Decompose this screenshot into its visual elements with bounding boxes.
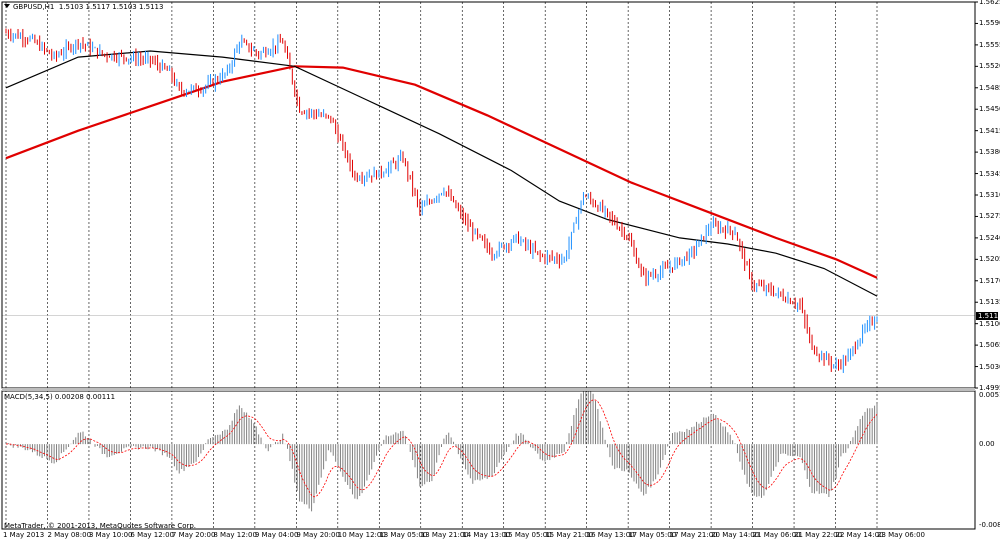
price-tick-label: 1.5380 <box>979 148 1000 157</box>
price-tick-label: 1.5030 <box>979 362 1000 371</box>
ma-slow-path <box>5 65 878 279</box>
time-tick-label: 23 May 06:00 <box>877 531 926 539</box>
price-tick-label: 1.5625 <box>979 0 1000 6</box>
time-tick-label: 17 May 21:00 <box>669 531 718 539</box>
macd-tick-label: 0.00517 <box>979 391 1000 399</box>
chart-grid <box>2 2 975 529</box>
time-tick-label: 13 May 21:00 <box>420 531 469 539</box>
price-tick-label: 1.5415 <box>979 126 1000 135</box>
macd-label: MACD(5,34,5) 0.00208 0.00111 <box>4 393 116 401</box>
price-tick-label: 1.5345 <box>979 169 1000 178</box>
ma-fast-path <box>5 50 878 297</box>
price-tick-label: 1.4995 <box>979 384 1000 392</box>
price-tick-label: 1.5135 <box>979 298 1000 307</box>
time-tick-label: 6 May 12:00 <box>130 531 174 539</box>
time-tick-label: 2 May 08:00 <box>47 531 92 539</box>
price-tick-label: 1.5520 <box>979 62 1000 71</box>
time-tick-label: 21 May 06:00 <box>752 531 801 539</box>
time-tick-label: 15 May 21:00 <box>545 531 594 539</box>
macd-tick-label: 0.00 <box>979 440 995 449</box>
ma-fast-line <box>5 50 878 297</box>
time-tick-label: 3 May 10:00 <box>88 531 133 539</box>
price-tick-label: 1.5555 <box>979 40 1000 49</box>
copyright-label: MetaTrader, © 2001-2013, MetaQuotes Soft… <box>4 522 197 530</box>
price-tick-label: 1.5065 <box>979 341 1000 350</box>
time-tick-label: 10 May 12:00 <box>337 531 386 539</box>
dropdown-arrow-icon[interactable] <box>4 4 10 8</box>
price-tick-label: 1.5240 <box>979 233 1000 242</box>
price-tick-label: 1.5205 <box>979 255 1000 264</box>
time-tick-label: 20 May 14:00 <box>711 531 760 539</box>
time-tick-label: 9 May 20:00 <box>296 531 340 539</box>
panel-divider[interactable] <box>2 388 975 391</box>
time-tick-label: 15 May 05:00 <box>503 531 552 539</box>
ma-slow-line <box>5 65 878 279</box>
price-tick-label: 1.5590 <box>979 19 1000 28</box>
time-tick-label: 1 May 2013 <box>3 531 45 539</box>
price-tick-label: 1.5485 <box>979 83 1000 92</box>
time-tick-label: 21 May 22:00 <box>794 531 843 539</box>
time-tick-label: 17 May 05:00 <box>628 531 677 539</box>
macd-tick-label: -0.00826 <box>979 521 1000 529</box>
price-tick-label: 1.5275 <box>979 212 1000 221</box>
time-tick-label: 14 May 13:00 <box>462 531 511 539</box>
time-tick-label: 22 May 14:00 <box>835 531 884 539</box>
time-tick-label: 9 May 04:00 <box>254 531 299 539</box>
price-tick-label: 1.5170 <box>979 276 1000 285</box>
time-tick-label: 8 May 12:00 <box>213 531 257 539</box>
macd-signal-line <box>5 399 878 498</box>
candles-series <box>5 28 878 373</box>
price-tick-label: 1.5450 <box>979 105 1000 114</box>
chart-frame <box>1 1 978 530</box>
macd-histogram <box>5 387 878 512</box>
time-tick-label: 16 May 13:00 <box>586 531 635 539</box>
current-price-tag: 1.5113 <box>976 312 1000 320</box>
price-tick-label: 1.5100 <box>979 319 1000 328</box>
time-tick-label: 7 May 20:00 <box>171 531 216 539</box>
price-tick-label: 1.5310 <box>979 191 1000 199</box>
symbol-label: GBPUSD,H1 1.5103 1.5117 1.5103 1.5113 <box>13 3 164 11</box>
time-tick-label: 13 May 05:00 <box>379 531 428 539</box>
